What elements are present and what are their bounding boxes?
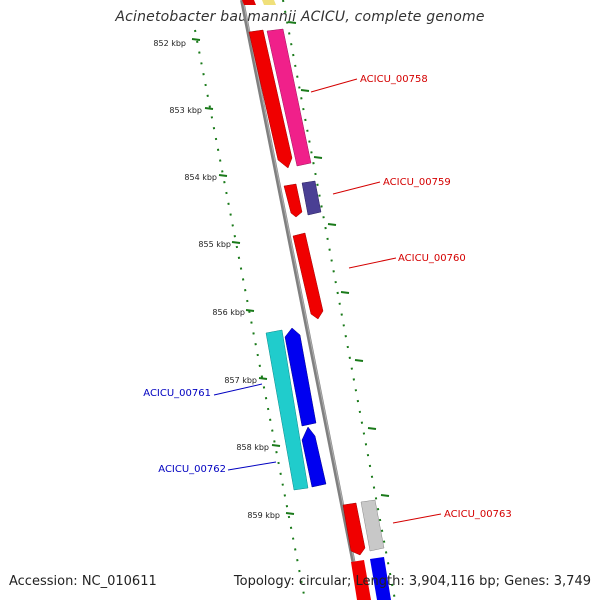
gene-block-bottom-red[interactable] xyxy=(351,560,371,600)
tick-mark-right-856 xyxy=(340,291,350,294)
gene-arrow-red-763[interactable] xyxy=(342,502,366,556)
tick-mark-855 xyxy=(231,241,241,244)
tick-mark-852 xyxy=(191,38,201,41)
leader-line-762 xyxy=(227,461,277,471)
leader-line-758 xyxy=(310,78,358,93)
tick-mark-859 xyxy=(285,512,295,515)
leader-line-759 xyxy=(332,181,381,195)
topology-text: Topology: circular; Length: 3,904,116 bp… xyxy=(233,574,591,589)
gene-label-758[interactable]: ACICU_00758 xyxy=(360,74,428,85)
tick-mark-right-859 xyxy=(380,494,390,497)
gene-arrow-red-758[interactable] xyxy=(248,29,293,169)
accession-text: Accession: NC_010611 xyxy=(9,574,157,589)
tick-marks xyxy=(191,38,295,515)
leader-line-760 xyxy=(348,257,397,269)
tick-mark-right-858 xyxy=(367,427,377,430)
tick-mark-right-857 xyxy=(354,359,364,362)
gene-label-760[interactable]: ACICU_00760 xyxy=(398,253,466,264)
gene-arrow-blue-762[interactable] xyxy=(301,426,327,488)
gene-label-763[interactable]: ACICU_00763 xyxy=(444,509,512,520)
genome-backbone xyxy=(240,0,363,600)
tick-mark-right-852 xyxy=(287,21,297,24)
tick-label: 855 kbp xyxy=(198,240,231,249)
tick-mark-856 xyxy=(245,309,255,312)
tick-marks-right xyxy=(287,21,390,497)
genome-backbone-highlight xyxy=(242,0,363,600)
gene-label-761[interactable]: ACICU_00761 xyxy=(143,388,211,399)
tick-mark-right-854 xyxy=(313,156,323,159)
tick-label: 854 kbp xyxy=(184,173,217,182)
tick-mark-853 xyxy=(204,107,214,110)
tick-label: 859 kbp xyxy=(247,511,280,520)
tick-mark-857 xyxy=(258,377,268,380)
gene-arrow-gray-763[interactable] xyxy=(360,499,385,552)
gene-block-top-yellow[interactable] xyxy=(262,0,276,5)
gene-block-top-red[interactable] xyxy=(242,0,256,5)
tick-label: 852 kbp xyxy=(153,39,186,48)
gene-arrow-red-759[interactable] xyxy=(283,183,303,218)
genome-title: Acinetobacter baumannii ACICU, complete … xyxy=(115,9,485,25)
tick-label: 858 kbp xyxy=(236,443,269,452)
gene-arrow-magenta-758[interactable] xyxy=(266,28,312,167)
tick-mark-854 xyxy=(218,174,228,177)
tick-mark-858 xyxy=(271,444,281,447)
leader-line-761 xyxy=(213,383,263,396)
gene-arrow-blue-761[interactable] xyxy=(284,327,317,427)
gene-arrow-cyan-761[interactable] xyxy=(265,329,309,491)
tick-label: 856 kbp xyxy=(212,308,245,317)
gene-arrow-purple-759[interactable] xyxy=(301,180,322,216)
tick-mark-right-853 xyxy=(300,89,310,92)
gene-block-bottom-blue[interactable] xyxy=(370,557,391,600)
tick-mark-right-855 xyxy=(327,223,337,226)
gene-label-762[interactable]: ACICU_00762 xyxy=(158,464,226,475)
tick-label: 853 kbp xyxy=(169,106,202,115)
tick-label: 857 kbp xyxy=(224,376,257,385)
leader-line-763 xyxy=(392,513,442,524)
gene-arrow-red-760[interactable] xyxy=(292,232,324,320)
gene-label-759[interactable]: ACICU_00759 xyxy=(383,177,451,188)
